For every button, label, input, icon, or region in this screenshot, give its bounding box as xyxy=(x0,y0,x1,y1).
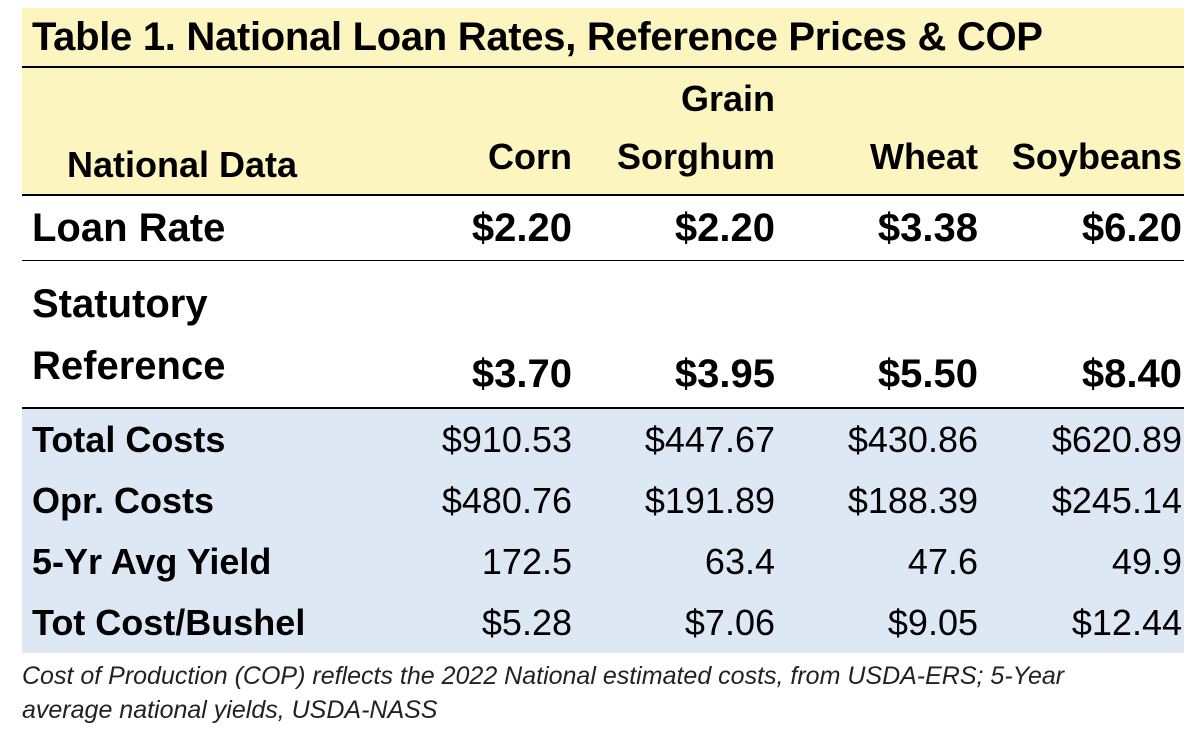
cell-ref-sorghum: $3.95 xyxy=(674,352,775,396)
cell-total-sorghum: $447.67 xyxy=(574,407,777,470)
table-row: Loan Rate $2.20 $2.20 $3.38 $6.20 xyxy=(22,195,1184,261)
header-row: National Data Corn Grain Sorghum Wheat So… xyxy=(22,68,1184,195)
table-row: Statutory Reference $3.70 $3.95 $5.50 $8.… xyxy=(22,261,1184,409)
cell-yield-sorghum: 63.4 xyxy=(574,531,777,592)
header-corn: Corn xyxy=(406,68,574,195)
table-row: 5-Yr Avg Yield 172.5 63.4 47.6 49.9 xyxy=(22,531,1184,592)
cell-cpb-sorghum: $7.06 xyxy=(574,592,777,653)
cell-opr-soybeans: $245.14 xyxy=(980,470,1184,531)
header-grain-line: Grain xyxy=(680,78,775,119)
table-row: Tot Cost/Bushel $5.28 $7.06 $9.05 $12.44 xyxy=(22,592,1184,653)
header-wheat: Wheat xyxy=(777,68,980,195)
row-label-statutory-reference: Statutory Reference xyxy=(22,261,406,409)
header-national-data: National Data xyxy=(22,68,406,195)
reference-line: Reference xyxy=(32,344,226,388)
cell-total-soybeans: $620.89 xyxy=(980,407,1184,470)
row-label-avg-yield: 5-Yr Avg Yield xyxy=(22,531,406,592)
row-label-total-costs: Total Costs xyxy=(22,407,406,470)
table-row: Total Costs $910.53 $447.67 $430.86 $620… xyxy=(22,407,1184,470)
cell-loan-sorghum: $2.20 xyxy=(574,195,777,261)
table-container: Table 1. National Loan Rates, Reference … xyxy=(22,8,1184,727)
cell-yield-corn: 172.5 xyxy=(406,531,574,592)
cell-opr-corn: $480.76 xyxy=(406,470,574,531)
cell-ref-corn: $3.70 xyxy=(471,352,572,396)
cell-loan-wheat: $3.38 xyxy=(777,195,980,261)
statutory-line: Statutory xyxy=(32,282,208,326)
cell-cpb-corn: $5.28 xyxy=(406,592,574,653)
cell-opr-sorghum: $191.89 xyxy=(574,470,777,531)
cell-ref-wheat: $5.50 xyxy=(877,352,978,396)
cell-ref-soybeans: $8.40 xyxy=(1081,352,1182,396)
cell-cpb-wheat: $9.05 xyxy=(777,592,980,653)
cell-opr-wheat: $188.39 xyxy=(777,470,980,531)
cell-loan-soybeans: $6.20 xyxy=(980,195,1184,261)
row-label-loan-rate: Loan Rate xyxy=(22,195,406,261)
cell-total-wheat: $430.86 xyxy=(777,407,980,470)
row-label-opr-costs: Opr. Costs xyxy=(22,470,406,531)
footnote: Cost of Production (COP) reflects the 20… xyxy=(22,662,1065,724)
cell-loan-corn: $2.20 xyxy=(406,195,574,261)
cell-yield-wheat: 47.6 xyxy=(777,531,980,592)
table-title: Table 1. National Loan Rates, Reference … xyxy=(22,8,1184,68)
header-sorghum-line: Sorghum xyxy=(617,136,775,177)
loan-rates-table: National Data Corn Grain Sorghum Wheat So… xyxy=(22,68,1184,653)
cell-yield-soybeans: 49.9 xyxy=(980,531,1184,592)
row-label-cost-per-bushel: Tot Cost/Bushel xyxy=(22,592,406,653)
header-grain-sorghum: Grain Sorghum xyxy=(574,68,777,195)
header-soybeans: Soybeans xyxy=(980,68,1184,195)
cell-total-corn: $910.53 xyxy=(406,407,574,470)
cell-cpb-soybeans: $12.44 xyxy=(980,592,1184,653)
table-row: Opr. Costs $480.76 $191.89 $188.39 $245.… xyxy=(22,470,1184,531)
